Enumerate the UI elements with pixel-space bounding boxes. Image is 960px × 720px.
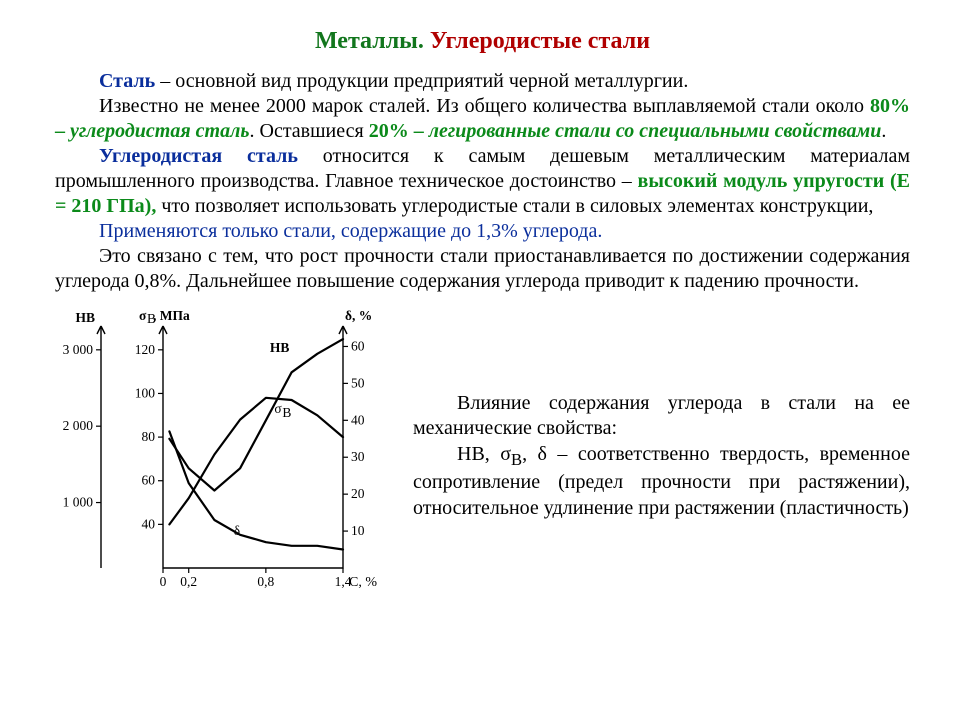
caption-symbols-a: НВ, σ: [457, 443, 511, 465]
svg-text:0,2: 0,2: [180, 574, 197, 589]
svg-text:10: 10: [351, 523, 365, 538]
paragraph-3: Углеродистая сталь относится к самым деш…: [55, 144, 910, 219]
alloy-steel-phrase: легированные стали со специальными свойс…: [429, 120, 882, 142]
svg-text:НВ: НВ: [270, 340, 290, 355]
slide: Металлы. Углеродистые стали Сталь – осно…: [0, 0, 960, 720]
svg-text:δ, %: δ, %: [345, 308, 372, 323]
svg-text:σ: σ: [139, 308, 147, 323]
svg-text:0,8: 0,8: [257, 574, 274, 589]
text: Известно не менее 2000 марок сталей. Из …: [99, 95, 870, 117]
pct-20: 20% –: [369, 120, 429, 142]
text: Применяются только стали, содержащие до …: [99, 220, 602, 242]
text: – основной вид продукции предприятий чер…: [155, 70, 688, 92]
svg-text:1 000: 1 000: [63, 495, 94, 510]
paragraph-5: Это связано с тем, что рост прочности ст…: [55, 244, 910, 294]
text: Это связано с тем, что рост прочности ст…: [55, 245, 910, 292]
text: . Оставшиеся: [250, 120, 369, 142]
text: что позволяет использовать углеродистые …: [156, 195, 873, 217]
svg-text:3 000: 3 000: [63, 342, 94, 357]
lead-carbon-steel: Углеродистая сталь: [99, 145, 298, 167]
svg-text:НВ: НВ: [75, 310, 95, 325]
svg-text:2 000: 2 000: [63, 418, 94, 433]
title-part-1: Металлы.: [315, 28, 424, 54]
svg-text:C, %: C, %: [349, 575, 377, 590]
caption-sigma-sub: В: [511, 450, 522, 469]
svg-text:40: 40: [351, 412, 365, 427]
svg-text:60: 60: [351, 338, 365, 353]
lead-steel: Сталь: [99, 70, 155, 92]
svg-text:100: 100: [135, 385, 156, 400]
figure-row: НВσB, МПаδ, %C, %00,20,81,44060801001201…: [55, 306, 910, 606]
carbon-steel-phrase: углеродистая сталь: [70, 120, 250, 142]
svg-text:0: 0: [160, 574, 167, 589]
svg-text:σ: σ: [274, 401, 282, 416]
paragraph-1: Сталь – основной вид продукции предприят…: [55, 69, 910, 94]
svg-text:20: 20: [351, 486, 365, 501]
svg-text:30: 30: [351, 449, 365, 464]
text: .: [881, 120, 886, 142]
svg-text:40: 40: [142, 516, 156, 531]
svg-text:60: 60: [142, 473, 156, 488]
chart: НВσB, МПаδ, %C, %00,20,81,44060801001201…: [55, 306, 385, 606]
paragraph-4: Применяются только стали, содержащие до …: [55, 219, 910, 244]
caption-symbols-b: , δ: [522, 443, 547, 465]
svg-text:δ: δ: [234, 523, 240, 538]
paragraph-2: Известно не менее 2000 марок сталей. Из …: [55, 94, 910, 144]
svg-text:50: 50: [351, 375, 365, 390]
svg-text:80: 80: [142, 429, 156, 444]
caption-line-1: Влияние содержания углерода в стали на е…: [413, 392, 910, 440]
title-part-2: Углеродистые стали: [430, 28, 650, 54]
svg-text:120: 120: [135, 342, 156, 357]
svg-text:1,4: 1,4: [335, 574, 352, 589]
slide-title: Металлы. Углеродистые стали: [55, 28, 910, 55]
figure-caption: Влияние содержания углерода в стали на е…: [413, 391, 910, 522]
chart-svg: НВσB, МПаδ, %C, %00,20,81,44060801001201…: [55, 306, 385, 606]
svg-text:, МПа: , МПа: [153, 308, 190, 323]
svg-text:B: B: [282, 405, 291, 420]
